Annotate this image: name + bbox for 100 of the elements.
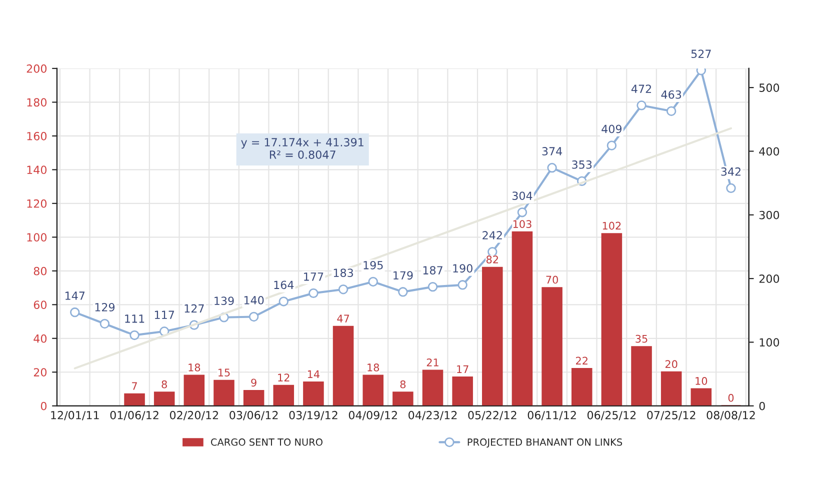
bar xyxy=(601,233,622,406)
x-tick-label: 05/22/12 xyxy=(468,410,516,420)
data-label: 8 xyxy=(162,380,167,388)
y2-tick-label: 400 xyxy=(759,147,780,156)
data-label: 103 xyxy=(513,220,532,228)
x-tick-label: 12/01/11 xyxy=(51,410,99,420)
data-label: 35 xyxy=(636,334,648,343)
point xyxy=(398,287,408,297)
point xyxy=(70,307,80,318)
data-label: 0 xyxy=(728,394,734,402)
bar xyxy=(303,382,324,406)
y-tick-label: 140 xyxy=(27,166,47,174)
point xyxy=(666,106,676,116)
data-label: 102 xyxy=(602,222,621,230)
data-label: 140 xyxy=(244,296,264,304)
data-label: 342 xyxy=(721,167,740,176)
y-tick-label: 60 xyxy=(34,300,47,310)
data-label: 195 xyxy=(364,260,383,270)
y-tick-label: 120 xyxy=(27,199,47,208)
y2-tick-label: 100 xyxy=(760,338,780,347)
data-label: 82 xyxy=(486,256,498,264)
y2-tick-label: 300 xyxy=(759,210,780,220)
data-label: 129 xyxy=(95,303,115,312)
bar xyxy=(243,390,264,406)
y-tick-label: 40 xyxy=(34,334,47,343)
data-label: 14 xyxy=(308,370,320,378)
legend-label: PROJECTED BHANANT ON LINKS xyxy=(468,438,622,448)
data-label: 18 xyxy=(188,364,200,372)
point xyxy=(517,207,528,218)
data-label: 304 xyxy=(512,192,532,200)
data-label: 12 xyxy=(278,374,290,382)
x-tick-label: 03/19/12 xyxy=(289,410,338,420)
bar xyxy=(631,346,652,406)
data-label: 463 xyxy=(661,90,682,99)
data-label: 7 xyxy=(132,382,137,390)
data-label: 353 xyxy=(572,160,592,169)
point xyxy=(547,162,557,173)
data-label: 177 xyxy=(304,272,324,281)
point xyxy=(458,280,468,290)
y-tick-label: 160 xyxy=(27,132,47,140)
bar xyxy=(154,392,175,406)
x-tick-label: 07/25/12 xyxy=(647,410,696,420)
point xyxy=(636,100,646,110)
data-label: 179 xyxy=(394,271,413,280)
point xyxy=(100,318,110,329)
point xyxy=(248,312,259,322)
bar xyxy=(482,266,503,406)
point xyxy=(368,276,378,287)
data-label: 117 xyxy=(154,310,174,319)
bar xyxy=(660,371,682,406)
bar xyxy=(214,380,234,406)
x-tick-label: 01/06/12 xyxy=(110,410,158,420)
data-label: 139 xyxy=(214,296,234,306)
y-tick-label: 20 xyxy=(34,368,47,377)
data-label: 111 xyxy=(125,314,144,323)
data-label: 242 xyxy=(482,231,502,240)
data-label: 190 xyxy=(453,264,472,273)
data-label: 183 xyxy=(334,268,353,278)
data-label: 527 xyxy=(691,50,711,58)
point xyxy=(130,330,140,340)
point xyxy=(308,288,318,298)
data-label: 374 xyxy=(542,147,562,156)
data-label: 147 xyxy=(65,292,85,300)
data-label: 47 xyxy=(337,314,350,322)
x-tick-label: 04/09/12 xyxy=(348,410,397,420)
bar xyxy=(184,374,205,406)
data-label: 21 xyxy=(426,358,438,366)
y-tick-label: 100 xyxy=(27,233,47,242)
legend-label: CARGO SENT TO NURO xyxy=(211,438,322,446)
bar xyxy=(452,376,473,406)
y2-tick-label: 500 xyxy=(759,84,780,92)
x-tick-label: 06/25/12 xyxy=(587,410,636,420)
point xyxy=(428,282,438,292)
data-label: 472 xyxy=(631,84,652,93)
data-label: 187 xyxy=(423,266,442,274)
y-tick-label: 0 xyxy=(40,402,47,410)
point xyxy=(338,284,348,294)
x-tick-label: 08/08/12 xyxy=(706,410,755,420)
x-tick-label: 03/06/12 xyxy=(230,410,278,420)
x-tick-label: 06/11/12 xyxy=(528,410,576,420)
point xyxy=(696,68,706,76)
data-label: 22 xyxy=(576,356,588,365)
y-tick-label: 180 xyxy=(27,98,47,107)
bar xyxy=(512,231,533,406)
data-label: 10 xyxy=(696,377,708,385)
data-label: 9 xyxy=(251,378,256,387)
annotation: y = 17.174x + 41.391 R² = 0.8047 xyxy=(241,138,364,159)
point xyxy=(278,296,288,306)
point xyxy=(606,140,617,150)
bar xyxy=(542,287,562,406)
y2-tick-label: 0 xyxy=(759,402,765,410)
bar xyxy=(571,368,592,406)
x-tick-label: 02/20/12 xyxy=(170,410,218,420)
y-tick-label: 200 xyxy=(26,64,47,73)
y-tick-label: 80 xyxy=(34,266,47,276)
data-label: 20 xyxy=(665,360,678,368)
x-tick-label: 04/23/12 xyxy=(408,410,457,420)
data-label: 127 xyxy=(184,304,204,313)
bar xyxy=(392,392,414,406)
y2-tick-label: 200 xyxy=(759,274,780,283)
